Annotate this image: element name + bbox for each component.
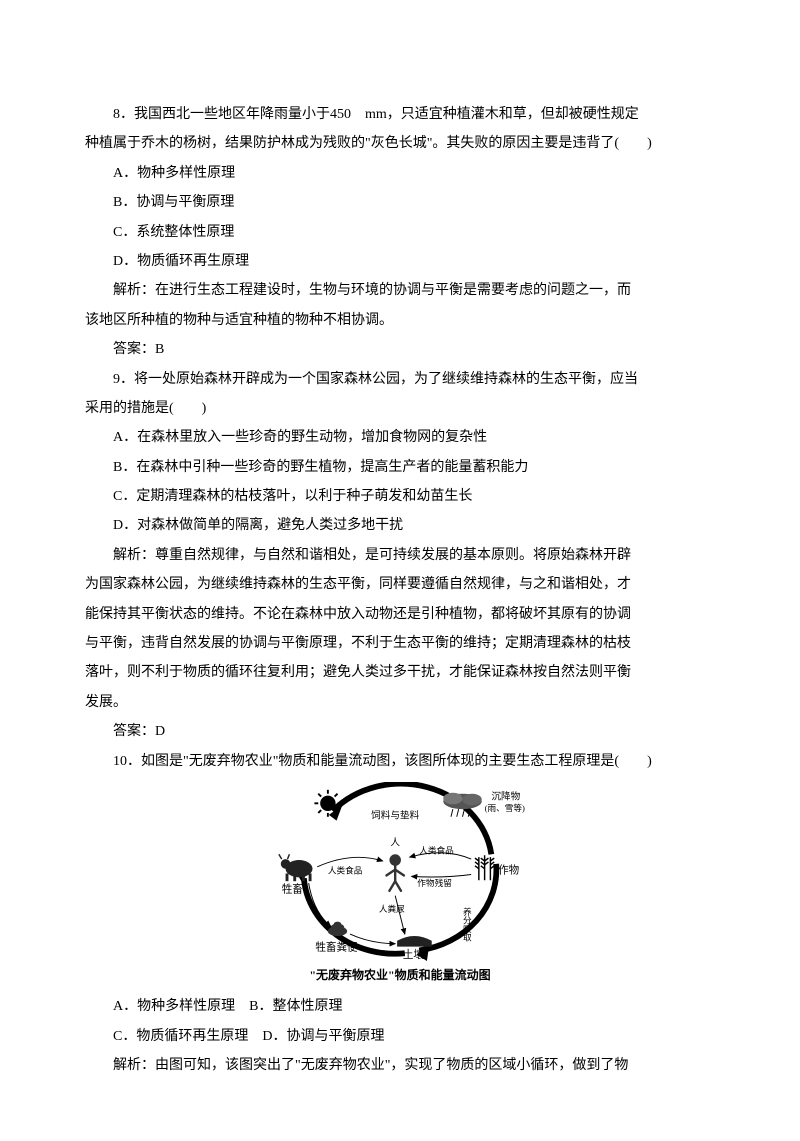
q9-answer: 答案：D [85, 717, 715, 746]
q9-option-c: C．定期清理森林的枯枝落叶，以利于种子萌发和幼苗生长 [85, 482, 715, 511]
q10-explain-line1: 解析：由图可知，该图突出了"无废弃物农业"，实现了物质的区域小循环，做到了物 [85, 1051, 715, 1080]
q9-option-a: A．在森林里放入一些珍奇的野生动物，增加食物网的复杂性 [85, 423, 715, 452]
label-precip: 沉降物 [491, 790, 520, 802]
label-humanfood-right: 人类食品 [419, 844, 454, 855]
q8-option-a: A．物种多样性原理 [85, 159, 715, 188]
q8-answer: 答案：B [85, 335, 715, 364]
q8-option-d: D．物质循环再生原理 [85, 247, 715, 276]
q8-stem-line2: 种植属于乔木的杨树，结果防护林成为残败的"灰色长城"。其失败的原因主要是违背了(… [85, 129, 715, 158]
q9-explain-line5: 落叶，则不利于物质的循环往复利用；避免人类过多干扰，才能保证森林按自然法则平衡 [85, 658, 715, 687]
q10-option-cd: C．物质循环再生原理 D．协调与平衡原理 [85, 1022, 715, 1051]
q9-option-d: D．对森林做简单的隔离，避免人类过多地干扰 [85, 511, 715, 540]
q9-option-b: B．在森林中引种一些珍奇的野生植物，提高生产者的能量蓄积能力 [85, 453, 715, 482]
label-precip2: (雨、雪等) [485, 802, 525, 813]
label-manure: 牲畜粪便 [315, 940, 358, 953]
q9-explain-line1: 解析：尊重自然规律，与自然和谐相处，是可持续发展的基本原则。将原始森林开辟 [85, 541, 715, 570]
q9-stem-line1: 9．将一处原始森林开辟成为一个国家森林公园，为了继续维持森林的生态平衡，应当 [85, 365, 715, 394]
label-crops: 作物 [498, 863, 520, 876]
cycle-diagram-svg: 沉降物 (雨、雪等) 饲料与垫料 牲畜 [275, 782, 525, 965]
label-feed: 饲料与垫料 [371, 810, 419, 822]
label-nutrient: 养分吸取 [462, 906, 472, 943]
figure-caption: "无废弃物农业"物质和能量流动图 [275, 967, 525, 984]
label-livestock: 牲畜 [282, 883, 303, 896]
q10-figure: 沉降物 (雨、雪等) 饲料与垫料 牲畜 [85, 782, 715, 990]
q10-option-ab: A．物种多样性原理 B．整体性原理 [85, 992, 715, 1021]
q8-stem-line1: 8．我国西北一些地区年降雨量小于450 mm，只适宜种植灌木和草，但却被硬性规定 [85, 100, 715, 129]
q9-stem-line2: 采用的措施是( ) [85, 394, 715, 423]
q9-explain-line2: 为国家森林公园，为继续维持森林的生态平衡，同样要遵循自然规律，与之和谐相处，才 [85, 570, 715, 599]
q10-stem: 10．如图是"无废弃物农业"物质和能量流动图，该图所体现的主要生态工程原理是( … [85, 747, 715, 776]
label-human: 人 [390, 838, 400, 849]
q9-explain-line4: 与平衡，违背自然发展的协调与平衡原理，不利于生态平衡的维持；定期清理森林的枯枝 [85, 629, 715, 658]
q9-explain-line3: 能保持其平衡状态的维持。不论在森林中放入动物还是引种植物，都将破坏其原有的协调 [85, 600, 715, 629]
label-humanfood-left: 人类食品 [328, 864, 363, 875]
q8-option-b: B．协调与平衡原理 [85, 188, 715, 217]
q8-explain-line1: 解析：在进行生态工程建设时，生物与环境的协调与平衡是需要考虑的问题之一，而 [85, 276, 715, 305]
label-soil: 土壤 [403, 948, 425, 961]
q8-option-c: C．系统整体性原理 [85, 218, 715, 247]
label-humanwaste: 人粪尿 [379, 903, 405, 914]
q9-explain-line6: 发展。 [85, 688, 715, 717]
label-cropresidue: 作物残留 [417, 877, 452, 888]
document-page: 8．我国西北一些地区年降雨量小于450 mm，只适宜种植灌木和草，但却被硬性规定… [0, 0, 800, 1141]
q8-explain-line2: 该地区所种植的物种与适宜种植的物种不相协调。 [85, 306, 715, 335]
